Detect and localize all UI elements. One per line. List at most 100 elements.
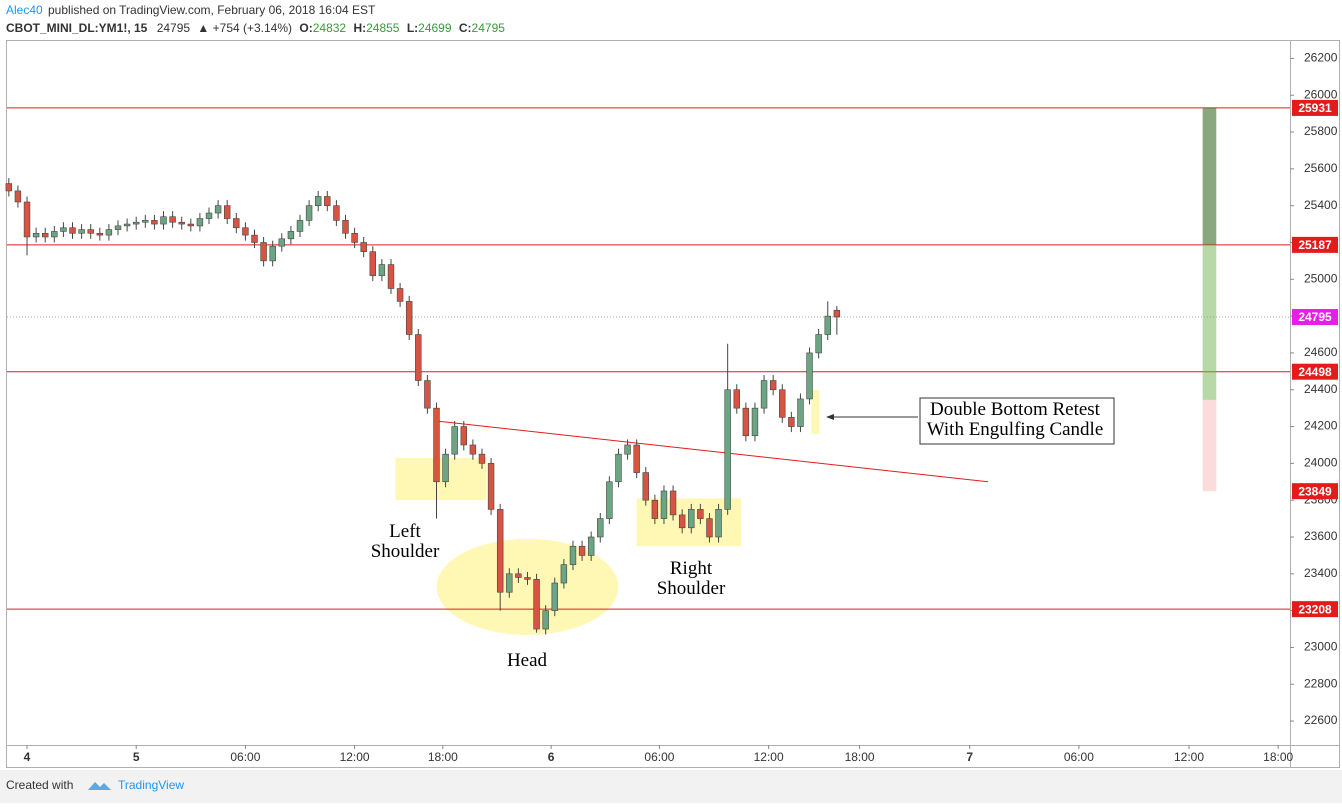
y-tick-label: 26200 bbox=[1304, 51, 1338, 65]
candle-body bbox=[223, 205, 231, 219]
y-tick-label: 24200 bbox=[1304, 419, 1338, 433]
footer-brand[interactable]: TradingView bbox=[118, 778, 184, 792]
candle-body bbox=[797, 398, 804, 427]
annotation-line: With Engulfing Candle bbox=[927, 419, 1104, 440]
published: published on TradingView.com, February 0… bbox=[48, 3, 376, 17]
x-tick-label: 6 bbox=[548, 750, 555, 764]
candle-body bbox=[387, 264, 395, 289]
candle-body bbox=[187, 223, 195, 227]
candle-body bbox=[706, 518, 713, 538]
y-tick-label: 24400 bbox=[1304, 382, 1338, 396]
price-tag bbox=[1292, 483, 1338, 500]
price-tag-label: 25931 bbox=[1298, 101, 1332, 115]
x-tick-label: 12:00 bbox=[1174, 750, 1204, 764]
symbol-line: CBOT_MINI_DL:YM1!, 15 24795 ▲ +754 (+3.1… bbox=[6, 21, 505, 35]
candle-body bbox=[769, 380, 777, 391]
candle-body bbox=[715, 509, 722, 538]
candle-body bbox=[733, 389, 740, 409]
candle-body bbox=[369, 251, 377, 276]
candle-body bbox=[142, 220, 149, 223]
annotation-arrowhead bbox=[826, 414, 834, 420]
candle-body bbox=[560, 564, 568, 584]
candle-body bbox=[624, 444, 631, 455]
candle-body bbox=[160, 216, 167, 225]
candle-body bbox=[806, 352, 813, 400]
candle-body bbox=[824, 315, 831, 335]
y-tick-label: 25600 bbox=[1304, 161, 1338, 175]
y-tick-label: 26000 bbox=[1304, 87, 1338, 101]
y-tick-label: 24000 bbox=[1304, 456, 1338, 470]
candle-body bbox=[779, 389, 786, 418]
highlight-zone bbox=[395, 457, 487, 501]
candle-body bbox=[578, 545, 586, 556]
y-tick-label: 24600 bbox=[1304, 345, 1338, 359]
l: 24699 bbox=[418, 21, 452, 35]
annotation-line: Left bbox=[389, 521, 421, 542]
candle-body bbox=[51, 231, 58, 238]
y-tick-label: 23600 bbox=[1304, 529, 1338, 543]
candle-body bbox=[469, 444, 477, 455]
candle-body bbox=[14, 190, 22, 203]
candle-body bbox=[105, 229, 113, 236]
candle-body bbox=[269, 245, 276, 262]
annotation-box bbox=[919, 397, 1115, 445]
candle-body bbox=[533, 579, 540, 630]
candle-body bbox=[314, 196, 322, 206]
candle-body bbox=[524, 577, 531, 580]
candle-body bbox=[23, 201, 31, 238]
candle-body bbox=[651, 499, 659, 519]
x-tick-label: 5 bbox=[133, 750, 140, 764]
candle-body bbox=[205, 212, 213, 219]
x-tick-label: 06:00 bbox=[1064, 750, 1094, 764]
price-tag bbox=[1292, 309, 1338, 326]
candle-body bbox=[669, 490, 677, 516]
o: 24832 bbox=[313, 21, 347, 35]
candle-body bbox=[688, 509, 695, 529]
candle-body bbox=[251, 234, 258, 243]
logo bbox=[88, 782, 111, 790]
candle-body bbox=[724, 389, 731, 510]
candle-body bbox=[551, 582, 558, 611]
y-tick-label: 22600 bbox=[1304, 713, 1338, 727]
price-tag-label: 25187 bbox=[1298, 238, 1332, 252]
candle-body bbox=[96, 232, 104, 236]
candle-body bbox=[496, 509, 504, 593]
candle-body bbox=[478, 453, 486, 464]
price-tag-label: 24498 bbox=[1298, 365, 1332, 379]
x-tick-label: 7 bbox=[966, 750, 973, 764]
candle-body bbox=[606, 481, 613, 519]
candle-body bbox=[287, 231, 295, 240]
candle-body bbox=[305, 205, 313, 221]
price-tag bbox=[1292, 363, 1338, 380]
annotation-line: Shoulder bbox=[371, 541, 440, 562]
position-zone bbox=[1202, 399, 1217, 492]
x-tick-label: 06:00 bbox=[230, 750, 260, 764]
price-tag-label: 23849 bbox=[1298, 484, 1332, 498]
x-tick-label: 18:00 bbox=[845, 750, 875, 764]
candle-body bbox=[678, 514, 686, 529]
price-tag bbox=[1292, 236, 1338, 253]
candle-body bbox=[114, 225, 122, 230]
candle-body bbox=[597, 518, 604, 538]
candle-body bbox=[415, 334, 422, 381]
last: 24795 bbox=[157, 21, 191, 35]
candle-body bbox=[451, 426, 458, 455]
candle-body bbox=[751, 407, 759, 437]
candle-body bbox=[342, 220, 349, 234]
x-tick-label: 4 bbox=[24, 750, 31, 764]
symbol: CBOT_MINI_DL:YM1!, 15 bbox=[6, 21, 148, 35]
annotation-line: Shoulder bbox=[657, 578, 726, 599]
price-tag-label: 23208 bbox=[1298, 602, 1332, 616]
candle-body bbox=[642, 472, 649, 501]
author[interactable]: Alec40 bbox=[6, 3, 43, 17]
o-label: O: bbox=[299, 21, 312, 35]
price-tag bbox=[1292, 601, 1338, 618]
candle-body bbox=[178, 221, 185, 225]
candle-body bbox=[60, 227, 67, 232]
candle-body bbox=[615, 453, 622, 483]
candle-body bbox=[460, 426, 467, 446]
y-tick-label: 23000 bbox=[1304, 640, 1338, 654]
candle-body bbox=[151, 220, 158, 225]
candle-body bbox=[42, 232, 49, 238]
